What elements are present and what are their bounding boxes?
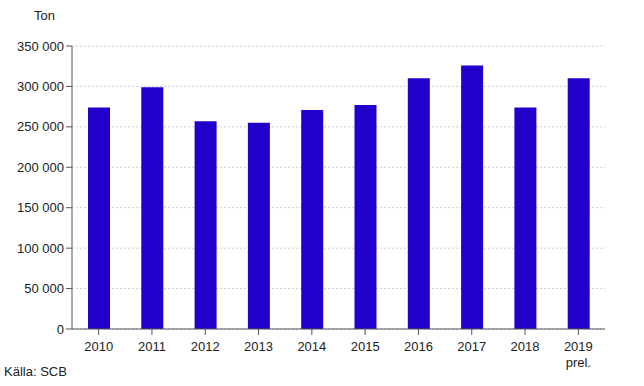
svg-text:2016: 2016 [404,339,433,354]
svg-text:2018: 2018 [511,339,540,354]
svg-text:2011: 2011 [138,339,166,354]
svg-text:50 000: 50 000 [24,281,64,296]
svg-text:300 000: 300 000 [17,79,64,94]
svg-text:0: 0 [57,322,64,337]
svg-text:2015: 2015 [351,339,380,354]
svg-text:2019prel.: 2019prel. [564,339,593,370]
svg-text:2012: 2012 [191,339,220,354]
svg-text:150 000: 150 000 [17,200,64,215]
html-text:Källa: SCB: Källa: SCB [4,364,67,379]
svg-text:2014: 2014 [297,339,326,354]
svg-text:100 000: 100 000 [17,241,64,256]
svg-text:250 000: 250 000 [17,119,64,134]
svg-text:2013: 2013 [244,339,273,354]
html-text:Ton: Ton [34,8,55,23]
svg-text:2010: 2010 [84,339,113,354]
svg-text:350 000: 350 000 [17,39,64,54]
svg-text:200 000: 200 000 [17,160,64,175]
svg-text:2017: 2017 [457,339,486,354]
